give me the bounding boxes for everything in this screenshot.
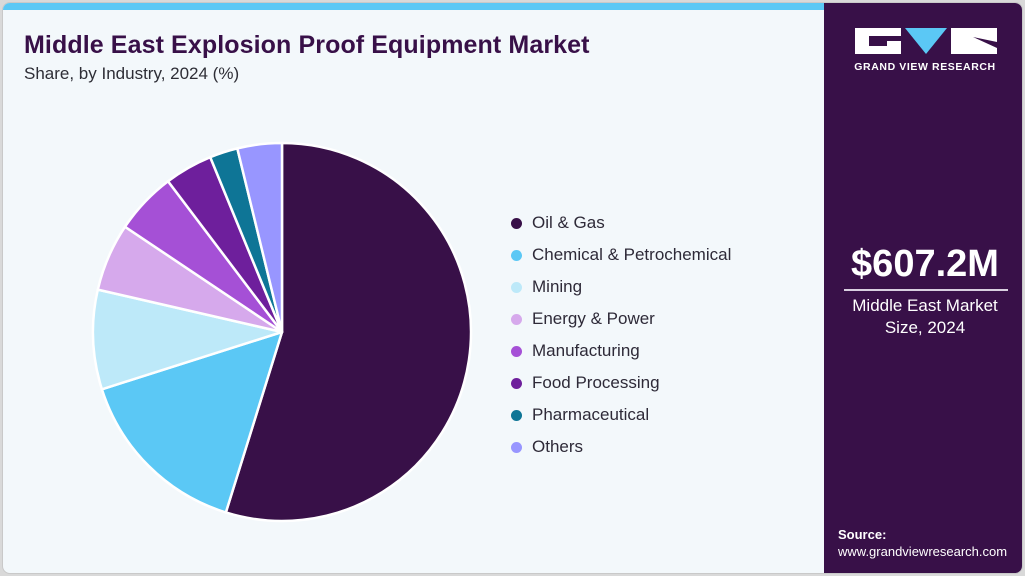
legend-swatch-icon (511, 441, 522, 453)
market-size-label-line1: Middle East Market (852, 296, 998, 315)
chart-title: Middle East Explosion Proof Equipment Ma… (24, 31, 590, 59)
chart-subtitle: Share, by Industry, 2024 (%) (24, 64, 240, 83)
legend-item: Mining (509, 271, 731, 303)
gvr-logo-icon (855, 28, 997, 54)
legend-label: Mining (532, 277, 583, 296)
pie-chart (91, 141, 473, 523)
legend-item: Chemical & Petrochemical (509, 239, 731, 271)
legend-swatch-icon (511, 345, 522, 357)
legend-label: Oil & Gas (532, 213, 605, 232)
legend-swatch-icon (511, 377, 522, 389)
legend-label: Manufacturing (532, 341, 640, 360)
market-size-value: $607.2M (851, 243, 999, 285)
legend-item: Food Processing (509, 367, 731, 399)
source-heading: Source: (838, 527, 887, 542)
accent-bar (3, 3, 825, 10)
divider (844, 289, 1008, 291)
info-sidebar: GRAND VIEW RESEARCH $607.2M Middle East … (824, 3, 1022, 573)
market-size-label-line2: Size, 2024 (884, 318, 966, 337)
chart-legend: Oil & Gas Chemical & Petrochemical Mining E… (509, 207, 731, 463)
source-link[interactable]: www.grandviewresearch.com (838, 544, 1008, 559)
legend-item: Pharmaceutical (509, 399, 731, 431)
legend-label: Others (532, 437, 584, 456)
legend-swatch-icon (511, 217, 522, 229)
pie-slice-others (236, 141, 284, 334)
legend-label: Pharmaceutical (532, 405, 650, 424)
legend-swatch-icon (511, 409, 522, 421)
legend-label: Food Processing (532, 373, 660, 392)
legend-label: Energy & Power (532, 309, 655, 328)
legend-label: Chemical & Petrochemical (532, 245, 732, 264)
legend-swatch-icon (511, 281, 522, 293)
legend-item: Manufacturing (509, 335, 731, 367)
pie-slice-mining (91, 288, 284, 391)
pie-slice-oil-gas (224, 141, 473, 523)
legend-swatch-icon (511, 313, 522, 325)
legend-item: Others (509, 431, 731, 463)
market-size-label: Middle East Market Size, 2024 (824, 295, 1022, 339)
brand-name: GRAND VIEW RESEARCH (854, 61, 996, 73)
legend-item: Oil & Gas (509, 207, 731, 239)
legend-item: Energy & Power (509, 303, 731, 335)
pie-slice-chemical-petrochemical (100, 330, 284, 514)
legend-swatch-icon (511, 249, 522, 261)
